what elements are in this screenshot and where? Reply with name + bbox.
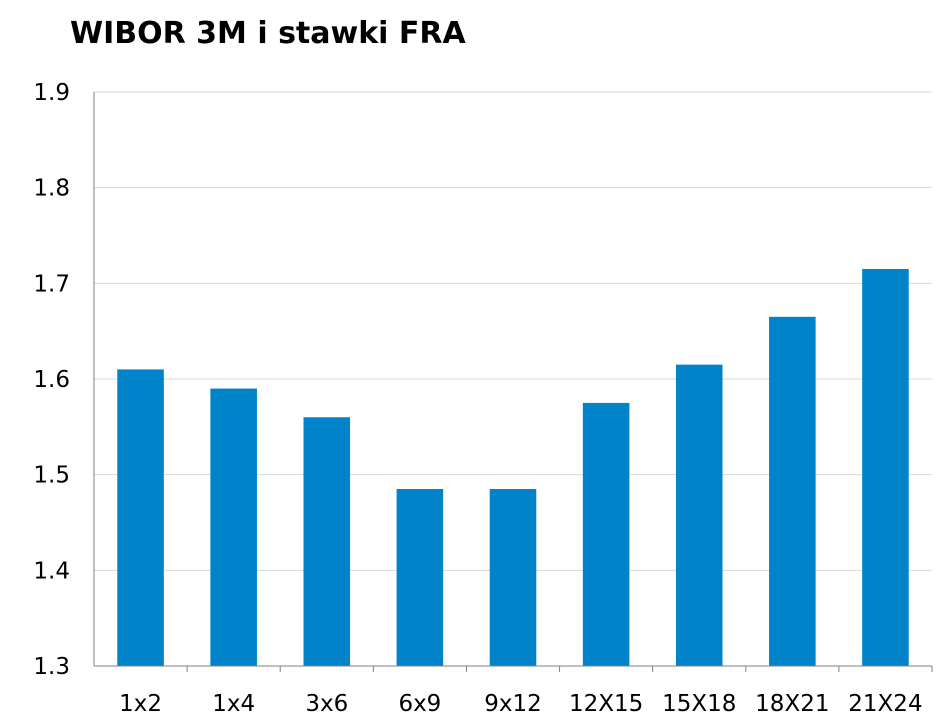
x-tick-labels: 1x2 1x4 3x6 6x9 9x12 12X15 15X18 18X21 21X24 [119, 691, 922, 717]
bar-9x12 [489, 489, 537, 666]
x-tick-label: 18X21 [755, 691, 829, 717]
bar-3x6 [303, 417, 351, 666]
x-tick-label: 21X24 [848, 691, 922, 717]
x-tick-label: 1x4 [212, 691, 255, 717]
chart-title: WIBOR 3M i stawki FRA [70, 16, 466, 51]
x-tick-label: 15X18 [662, 691, 736, 717]
y-tick-label: 1.4 [33, 558, 70, 584]
axes [93, 92, 933, 672]
y-tick-label: 1.7 [33, 271, 70, 297]
x-tick-label: 9x12 [484, 691, 542, 717]
bar-18x21 [769, 316, 816, 666]
y-tick-label: 1.5 [33, 463, 70, 489]
bar-1x4 [210, 388, 257, 666]
y-tick-labels: 1.3 1.4 1.5 1.6 1.7 1.8 1.9 [33, 80, 70, 680]
bar-12x15 [582, 402, 630, 666]
bar-15x18 [675, 364, 723, 666]
x-tick-label: 1x2 [119, 691, 162, 717]
bar-21x24 [862, 268, 909, 666]
y-tick-label: 1.3 [33, 654, 70, 680]
bar-1x2 [117, 369, 164, 666]
y-tick-label: 1.8 [33, 176, 70, 202]
x-tick-label: 6x9 [398, 691, 441, 717]
x-tick-label: 3x6 [305, 691, 348, 717]
x-tick-label: 12X15 [569, 691, 643, 717]
y-tick-label: 1.9 [33, 80, 70, 106]
bar-6x9 [396, 489, 444, 666]
y-tick-label: 1.6 [33, 367, 70, 393]
bars [117, 268, 909, 666]
